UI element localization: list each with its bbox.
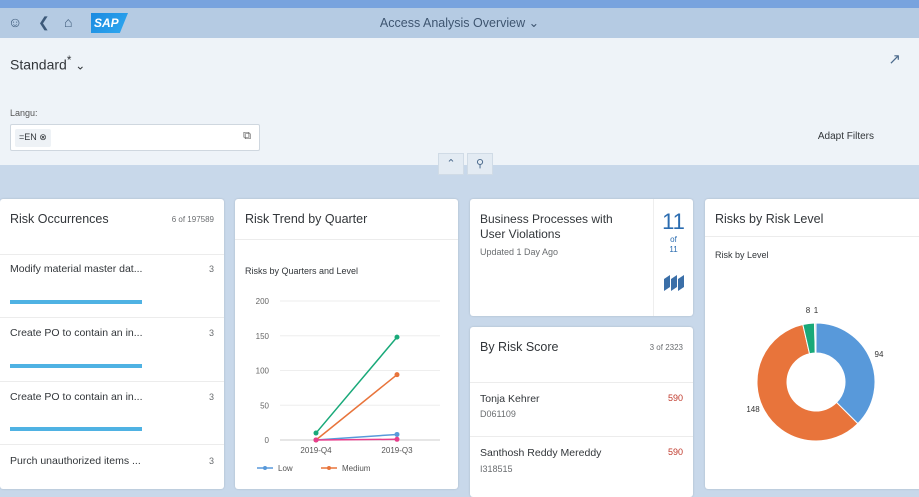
line-chart: 0 50 100 150 200 2019-Q4 2019-Q3 Low Medium [256, 297, 440, 473]
data-point [394, 372, 400, 378]
token-text: =EN [19, 132, 37, 142]
donut-slice [815, 322, 876, 425]
title-line: User Violations [480, 227, 561, 241]
item-value: 3 [208, 264, 214, 274]
back-icon[interactable]: ❮ [38, 14, 50, 30]
data-point [394, 334, 400, 340]
card-title: Risk Occurrences [10, 212, 109, 226]
x-tick-label: 2019-Q3 [381, 446, 413, 455]
item-label: Create PO to contain an in... [10, 327, 143, 339]
top-strip [0, 0, 919, 8]
legend-marker [263, 466, 267, 470]
kpi-panel: 11 of 11 [653, 199, 693, 316]
adapt-filters-button[interactable]: Adapt Filters [817, 131, 874, 142]
filter-header: Standard* ⌄ ↗ Langu: =EN ⊗ ⧉ Adapt Filte… [0, 38, 919, 165]
item-bar [10, 427, 142, 431]
series-line [315, 433, 398, 441]
collapse-header-button[interactable]: ⌃ [438, 153, 464, 175]
home-icon[interactable]: ⌂ [64, 14, 73, 30]
donut-slice [814, 322, 817, 354]
donut-slice [756, 323, 859, 442]
data-point [313, 437, 319, 443]
y-tick-label: 100 [256, 367, 270, 376]
process-icon [663, 275, 684, 291]
kpi-value: 11 [662, 209, 685, 234]
item-bar [10, 300, 142, 304]
legend-label: Low [278, 464, 293, 473]
card-title: Risks by Risk Level [715, 212, 824, 226]
person-id: I318515 [480, 464, 513, 474]
data-point [394, 431, 400, 437]
series-line [315, 438, 398, 441]
slice-label: 94 [875, 350, 884, 359]
title-line: Business Processes with [480, 212, 613, 226]
y-tick-label: 50 [260, 401, 269, 410]
filter-label: Langu: [10, 108, 38, 118]
y-tick-label: 150 [256, 332, 270, 341]
value-help-icon[interactable]: ⧉ [243, 130, 251, 142]
person-id: D061109 [480, 409, 516, 419]
remove-token-icon[interactable]: ⊗ [39, 132, 47, 142]
chevron-down-icon: ⌄ [528, 16, 540, 30]
item-value: 3 [208, 392, 214, 402]
risk-score-card[interactable]: By Risk Score 3 of 2323 Tonja Kehrer D06… [470, 327, 693, 497]
item-label: Purch unauthorized items ... [10, 455, 141, 467]
kpi-of: of [670, 235, 677, 244]
chevron-down-icon: ⌄ [75, 58, 86, 73]
chart-title: Risks by Quarters and Level [245, 266, 359, 276]
risk-level-card[interactable]: Risks by Risk Level Risk by Level 94 148 8… [705, 199, 919, 489]
filter-token[interactable]: =EN ⊗ [15, 129, 51, 147]
risk-score: 590 [667, 393, 683, 403]
shell-bar: ☺ ❮ ⌂ SAP Access Analysis Overview ⌄ [0, 8, 919, 38]
y-tick-label: 200 [256, 297, 270, 306]
business-processes-card[interactable]: Business Processes with User Violations U… [470, 199, 693, 316]
risk-occurrences-card[interactable]: Risk Occurrences 6 of 197589 Modify mate… [0, 199, 224, 489]
data-point [394, 436, 400, 442]
language-filter-input[interactable]: =EN ⊗ ⧉ [10, 124, 260, 151]
person-name: Santhosh Reddy Mereddy [480, 447, 602, 459]
card-title: By Risk Score [480, 340, 559, 354]
variant-modified: * [66, 54, 72, 67]
slice-label: 148 [746, 405, 760, 414]
slice-label: 1 [814, 306, 819, 315]
sap-logo: SAP [91, 13, 128, 33]
variant-name: Standard [10, 56, 67, 73]
person-name: Tonja Kehrer [480, 393, 540, 405]
slice-label: 8 [806, 306, 811, 315]
series-line [315, 374, 398, 441]
item-bar [10, 364, 142, 368]
item-label: Modify material master dat... [10, 263, 143, 275]
item-value: 3 [208, 456, 214, 466]
x-tick-label: 2019-Q4 [300, 446, 332, 455]
app-title[interactable]: Access Analysis Overview ⌄ [0, 15, 919, 30]
risk-score: 590 [667, 447, 683, 457]
variant-selector[interactable]: Standard* ⌄ [10, 54, 85, 73]
card-subtitle: Updated 1 Day Ago [480, 247, 559, 257]
share-icon[interactable]: ↗ [888, 51, 901, 68]
card-count: 6 of 197589 [171, 215, 214, 224]
pin-header-button[interactable]: ⚲ [467, 153, 493, 175]
series-line [315, 336, 398, 434]
y-tick-label: 0 [265, 436, 270, 445]
app-title-text: Access Analysis Overview [379, 16, 526, 30]
card-title: Business Processes with User Violations [480, 212, 613, 242]
data-point [313, 430, 319, 436]
kpi-total: 11 [669, 245, 678, 254]
legend-label: Medium [342, 464, 371, 473]
user-icon[interactable]: ☺ [8, 14, 23, 30]
donut-chart: 94 148 8 1 [746, 306, 884, 442]
item-value: 3 [208, 328, 214, 338]
chart-title: Risk by Level [715, 250, 769, 260]
legend-marker [327, 466, 331, 470]
card-title: Risk Trend by Quarter [245, 212, 368, 226]
risk-trend-card[interactable]: Risk Trend by Quarter Risks by Quarters … [235, 199, 458, 489]
item-label: Create PO to contain an in... [10, 391, 143, 403]
card-count: 3 of 2323 [649, 343, 683, 352]
